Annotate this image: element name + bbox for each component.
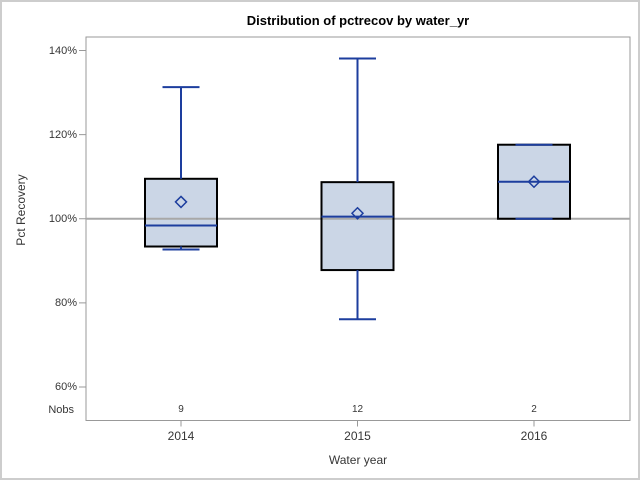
nobs-value: 2 — [531, 404, 537, 415]
y-tick-label: 120% — [48, 128, 77, 141]
x-tick-label: 2015 — [344, 429, 371, 443]
chart-title: Distribution of pctrecov by water_yr — [246, 13, 470, 28]
mean-diamond — [350, 206, 365, 220]
nobs-value: 12 — [351, 404, 364, 415]
mean-diamond — [174, 195, 188, 209]
y-tick-label: 100% — [48, 212, 77, 225]
nobs-value: 9 — [178, 404, 184, 415]
x-axis-title: Water year — [328, 453, 388, 467]
mean-diamond — [527, 175, 541, 189]
y-tick-label: 60% — [54, 381, 77, 393]
x-tick-label: 2016 — [520, 429, 548, 443]
y-tick-label: 140% — [48, 44, 77, 57]
nobs-row-label: Nobs — [48, 404, 74, 416]
box-fill — [321, 182, 394, 271]
y-tick-label: 80% — [54, 296, 77, 309]
box-fill — [145, 178, 217, 247]
x-tick-label: 2014 — [167, 429, 195, 443]
